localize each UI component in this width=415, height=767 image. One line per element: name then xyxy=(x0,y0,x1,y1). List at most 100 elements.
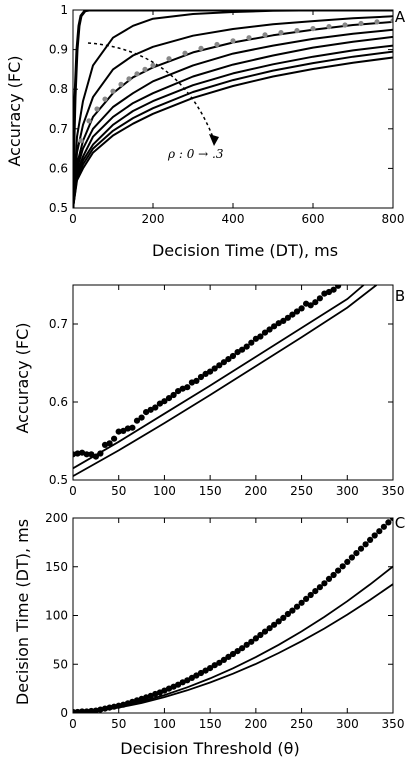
panel-a-point xyxy=(358,20,364,27)
panel-c-y-tick-label: 100 xyxy=(45,609,68,623)
panel-c-point xyxy=(298,599,305,606)
panel-c-point xyxy=(389,518,393,522)
panel-a-series-line-4 xyxy=(73,20,393,208)
panel-b-data xyxy=(73,285,378,477)
panel-c-point xyxy=(339,563,346,570)
panel-b-point xyxy=(243,343,250,350)
panel-a-point xyxy=(262,32,268,38)
panel-b-point xyxy=(266,326,273,333)
panel-b-point xyxy=(111,435,118,442)
panel-b-point xyxy=(197,373,205,381)
panel-b-x-tick-label: 150 xyxy=(199,484,222,498)
panel-c-point xyxy=(357,545,365,552)
panel-a-point xyxy=(310,26,316,32)
panel-b-x-tick-label: 100 xyxy=(153,484,176,498)
panel-c: Decision Time (DT), ms Decision Threshol… xyxy=(13,511,405,758)
panel-a-point xyxy=(294,28,300,34)
panel-c-point xyxy=(248,638,255,645)
panel-a-y-tick-label: 1 xyxy=(60,3,68,17)
panel-b-point xyxy=(229,352,237,360)
panel-c-x-tick-label: 0 xyxy=(69,717,77,731)
rho-annotation: ρ : 0 → .3 xyxy=(87,42,224,161)
panel-b-point xyxy=(261,329,269,336)
panel-a-x-tick-label: 800 xyxy=(382,212,405,226)
panel-b-point xyxy=(152,404,159,411)
panel-c-point xyxy=(353,550,360,557)
panel-b-point xyxy=(325,288,333,296)
rho-annotation-text: ρ : 0 → .3 xyxy=(167,147,224,161)
panel-a-point xyxy=(102,96,108,102)
panel-a-series-line-3 xyxy=(73,15,393,208)
panel-c-point xyxy=(211,662,218,669)
panel-b-point xyxy=(257,333,264,340)
panel-b-point xyxy=(147,406,154,413)
panel-c-point xyxy=(293,603,301,610)
panel-b-point xyxy=(129,424,136,431)
panel-b-label: B xyxy=(395,287,405,305)
panel-a-point xyxy=(230,38,236,44)
panel-b-point xyxy=(289,311,296,318)
panel-b-point xyxy=(133,417,141,424)
panel-b-x-tick-label: 200 xyxy=(244,484,267,498)
panel-c-point xyxy=(271,621,278,628)
panel-a-point xyxy=(342,22,348,28)
panel-a-point xyxy=(374,19,380,25)
panel-c-y-axis-label: Decision Time (DT), ms xyxy=(13,519,32,705)
panel-c-x-tick-label: 250 xyxy=(290,717,313,731)
panel-b-point xyxy=(316,295,323,302)
panel-c-point xyxy=(193,672,200,679)
panel-b-line-1 xyxy=(73,285,365,470)
panel-c-point xyxy=(321,580,328,587)
panel-c-point xyxy=(252,635,259,642)
panel-c-x-tick-label: 200 xyxy=(244,717,267,731)
panel-a-point xyxy=(326,24,332,30)
panel-a-x-tick-label: 0 xyxy=(69,212,77,226)
panel-c-line-2 xyxy=(73,565,393,713)
panel-a-x-axis-label: Decision Time (DT), ms xyxy=(152,241,338,260)
panel-c-point xyxy=(197,669,205,677)
panel-a-point xyxy=(126,76,132,82)
panel-b-point xyxy=(170,391,177,399)
panel-b-x-tick-label: 300 xyxy=(336,484,359,498)
panel-b-point xyxy=(211,365,218,372)
panel-c-point xyxy=(330,571,337,579)
panel-b-point xyxy=(225,356,232,363)
panel-a-y-tick-label: 0.5 xyxy=(49,201,68,215)
panel-a-point xyxy=(214,41,220,48)
panel-a-y-tick-label: 0.7 xyxy=(49,122,68,136)
panel-b-point xyxy=(138,414,145,421)
panel-a-x-tick-label: 400 xyxy=(222,212,245,226)
panel-b-frame xyxy=(72,284,394,481)
panel-b-x-tick-label: 250 xyxy=(290,484,313,498)
panel-b-point xyxy=(106,440,113,447)
panel-c-x-tick-label: 150 xyxy=(199,717,222,731)
panel-b-point xyxy=(88,451,95,458)
panel-a-point xyxy=(246,35,252,41)
panel-a-x-tick-label: 600 xyxy=(302,212,325,226)
panel-b-point xyxy=(175,388,182,395)
panel-b-y-tick-label: 0.6 xyxy=(49,395,68,409)
panel-a: Accuracy (FC) Decision Time (DT), ms A 0… xyxy=(5,3,406,260)
panel-b-point xyxy=(120,427,127,434)
panel-a-point xyxy=(182,50,188,56)
panel-b-point xyxy=(161,398,168,405)
panel-c-point xyxy=(380,523,387,530)
panel-b-x-tick-label: 50 xyxy=(111,484,126,498)
panel-c-point xyxy=(362,541,369,548)
panel-c-point xyxy=(325,575,333,583)
panel-b-x-tick-label: 350 xyxy=(382,484,405,498)
panel-c-x-axis-label: Decision Threshold (θ) xyxy=(120,739,299,758)
panel-b-point xyxy=(216,362,223,369)
panel-c-point xyxy=(275,618,282,625)
panel-b-y-tick-label: 0.7 xyxy=(49,317,68,331)
panel-b-point xyxy=(143,409,150,416)
panel-a-point xyxy=(118,81,124,87)
panel-a-x-tick-label: 200 xyxy=(142,212,165,226)
panel-b-point xyxy=(92,453,99,460)
panel-c-point xyxy=(257,631,264,639)
panel-b-point xyxy=(248,339,255,346)
panel-a-point xyxy=(166,56,172,62)
panel-a-point xyxy=(86,118,92,124)
panel-b-y-tick-label: 0.5 xyxy=(49,473,68,487)
panel-c-x-tick-label: 350 xyxy=(382,717,405,731)
